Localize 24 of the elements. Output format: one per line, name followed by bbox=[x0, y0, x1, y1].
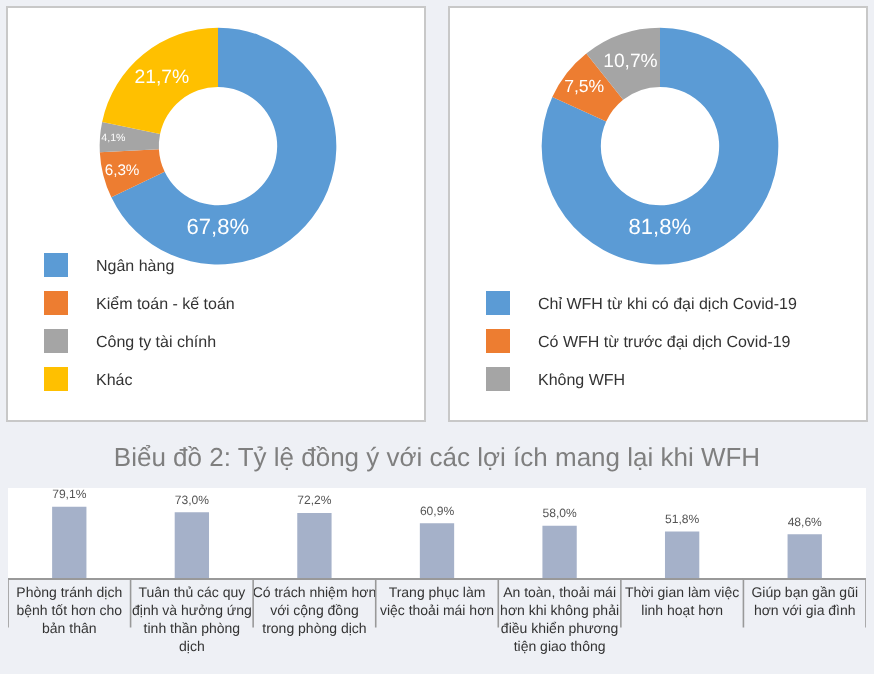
data-label: 81,8% bbox=[628, 215, 692, 240]
data-label: 10,7% bbox=[603, 51, 659, 74]
data-label: 7,5% bbox=[564, 75, 605, 96]
data-label: 67,8% bbox=[186, 215, 250, 240]
legend-label: Ngân hàng bbox=[96, 257, 175, 276]
legend-label: Kiểm toán - kế toán bbox=[96, 295, 235, 314]
bar bbox=[297, 513, 332, 578]
data-label: 21,7% bbox=[134, 66, 191, 89]
chart-title: Biểu đồ 2: Tỷ lệ đồng ý với các lợi ích mang lại khi WFH bbox=[113, 441, 761, 472]
bar bbox=[664, 531, 700, 578]
legend-label: Khác bbox=[96, 371, 133, 390]
legend-label: Không WFH bbox=[538, 371, 626, 390]
legend-label: Chỉ WFH từ khi có đại dịch Covid-19 bbox=[538, 295, 798, 314]
donut-slice bbox=[102, 27, 218, 134]
bar bbox=[787, 534, 822, 578]
donut-slice bbox=[99, 121, 161, 153]
bar bbox=[419, 523, 455, 578]
legend-label: Có WFH từ trước đại dịch Covid-19 bbox=[538, 333, 792, 352]
donut-slice bbox=[541, 27, 779, 265]
data-label: 6,3% bbox=[104, 160, 140, 179]
bar bbox=[542, 525, 577, 578]
bar bbox=[174, 512, 210, 578]
bar bbox=[52, 506, 87, 578]
legend-label: Công ty tài chính bbox=[96, 333, 217, 352]
